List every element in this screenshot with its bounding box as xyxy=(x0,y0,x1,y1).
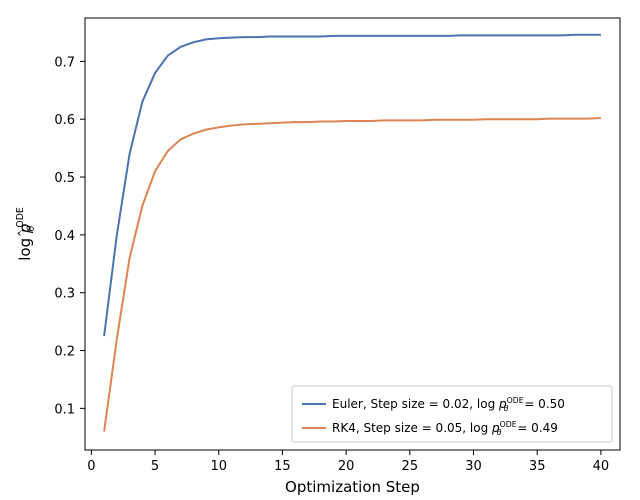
legend-label-euler: Euler, Step size = 0.02, log pODEθ = 0.5… xyxy=(332,396,565,413)
y-tick-label: 0.7 xyxy=(54,55,75,70)
x-tick-label: 20 xyxy=(338,459,355,474)
x-tick-label: 30 xyxy=(465,459,482,474)
x-tick-label: 5 xyxy=(151,459,159,474)
x-tick-label: 35 xyxy=(529,459,546,474)
x-tick-label: 40 xyxy=(593,459,610,474)
y-tick-label: 0.6 xyxy=(54,113,75,128)
chart-container: 0 5 10 15 20 25 30 35 40 0.1 0.2 0.3 0.4 0.5 0.6 0.7 Opt… xyxy=(0,0,640,500)
y-tick-label: 0.2 xyxy=(54,345,75,360)
y-tick-label: 0.5 xyxy=(54,171,75,186)
line-chart: 0 5 10 15 20 25 30 35 40 0.1 0.2 0.3 0.4 0.5 0.6 0.7 Opt… xyxy=(0,0,640,500)
y-tick-label: 0.1 xyxy=(54,402,75,417)
x-tick-label: 15 xyxy=(274,459,291,474)
y-tick-label: 0.4 xyxy=(54,229,75,244)
x-tick-label: 25 xyxy=(402,459,419,474)
x-tick-label: 10 xyxy=(210,459,227,474)
legend-label-rk4: RK4, Step size = 0.05, log pODEθ = 0.49 xyxy=(332,420,558,437)
y-tick-label: 0.3 xyxy=(54,287,75,302)
x-axis-label: Optimization Step xyxy=(285,478,420,496)
x-tick-label: 0 xyxy=(87,459,95,474)
